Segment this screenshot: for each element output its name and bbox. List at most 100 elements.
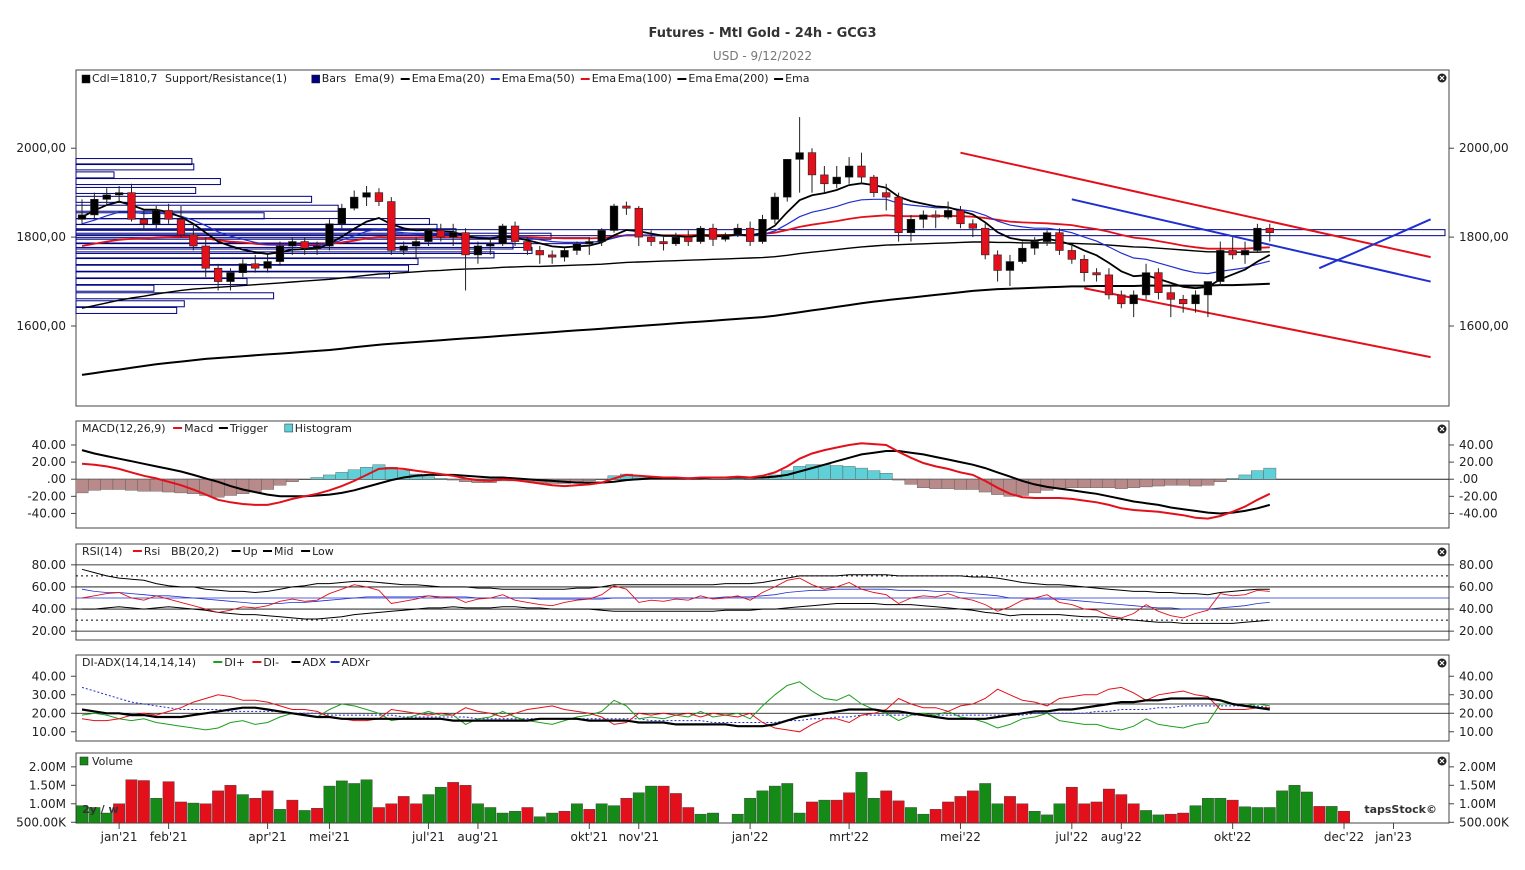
candle[interactable]	[1092, 272, 1101, 276]
candle[interactable]	[931, 214, 940, 218]
candle[interactable]	[102, 194, 111, 200]
candle[interactable]	[869, 176, 878, 193]
candle[interactable]	[956, 210, 965, 225]
candle[interactable]	[659, 241, 668, 245]
candle[interactable]	[882, 192, 891, 198]
candle[interactable]	[424, 230, 433, 242]
candle[interactable]	[807, 152, 817, 176]
candle[interactable]	[894, 196, 903, 233]
candle[interactable]	[399, 245, 408, 251]
candle[interactable]	[1265, 227, 1274, 233]
candle[interactable]	[844, 165, 854, 178]
candle[interactable]	[1104, 274, 1114, 296]
candle[interactable]	[189, 234, 198, 247]
candle[interactable]	[251, 263, 260, 269]
candle[interactable]	[523, 241, 532, 251]
candle[interactable]	[77, 214, 87, 220]
candle[interactable]	[263, 261, 272, 269]
candle[interactable]	[572, 243, 582, 251]
candle[interactable]	[758, 219, 767, 242]
candle[interactable]	[1216, 250, 1225, 282]
macd-panel[interactable]: 40.00 40.00 20.00 20.00 .00 .00 -20.00 -20.00 -4…	[27, 422, 1497, 520]
candle[interactable]	[1141, 272, 1151, 296]
candle[interactable]	[745, 227, 755, 242]
candle[interactable]	[634, 207, 643, 238]
candle[interactable]	[498, 225, 507, 245]
candle[interactable]	[820, 174, 829, 185]
candle[interactable]	[226, 272, 235, 282]
candle[interactable]	[176, 219, 186, 236]
candle[interactable]	[325, 223, 334, 247]
candle[interactable]	[1067, 250, 1076, 260]
candle[interactable]	[238, 263, 247, 273]
candle[interactable]	[139, 219, 148, 225]
candle[interactable]	[152, 210, 161, 225]
candle[interactable]	[473, 245, 483, 256]
candle[interactable]	[733, 227, 742, 236]
candle[interactable]	[164, 210, 173, 220]
candle[interactable]	[770, 196, 780, 220]
candle[interactable]	[609, 205, 619, 231]
candle[interactable]	[622, 205, 631, 209]
candle[interactable]	[684, 236, 693, 242]
candle[interactable]	[1129, 294, 1138, 305]
candle[interactable]	[387, 201, 396, 251]
price-panel[interactable]: 2000,00 2000,00 1800,00 1800,00 1600,00 1600,…	[16, 72, 1509, 376]
candle[interactable]	[981, 227, 990, 256]
candle[interactable]	[411, 241, 421, 247]
candle[interactable]	[1253, 227, 1262, 251]
candle[interactable]	[560, 250, 569, 258]
candle[interactable]	[114, 192, 124, 196]
candle[interactable]	[449, 232, 458, 238]
candle[interactable]	[362, 192, 371, 198]
candle[interactable]	[597, 230, 606, 242]
candle[interactable]	[1018, 247, 1027, 262]
candle[interactable]	[832, 176, 841, 185]
candle[interactable]	[510, 225, 520, 242]
candle[interactable]	[486, 243, 495, 247]
candle[interactable]	[461, 232, 470, 256]
candle[interactable]	[906, 219, 916, 233]
volume-panel[interactable]: 2.00M 2.00M 1.50M 1.50M 1.00M 1.00M 500.00K 500…	[16, 755, 1510, 829]
candle[interactable]	[1154, 272, 1163, 293]
rsi-panel[interactable]: 80.00 80.00 60.00 60.00 40.00 40.00 20.00 20.00…	[32, 545, 1494, 638]
candle[interactable]	[857, 165, 866, 178]
candle[interactable]	[1179, 299, 1188, 305]
candle[interactable]	[1191, 294, 1200, 305]
candle[interactable]	[548, 254, 557, 258]
candle[interactable]	[968, 223, 977, 229]
candle[interactable]	[783, 159, 792, 198]
candle[interactable]	[1117, 294, 1126, 305]
candle[interactable]	[696, 227, 705, 242]
candle[interactable]	[90, 199, 99, 216]
candle[interactable]	[1005, 261, 1015, 271]
candle[interactable]	[535, 250, 544, 256]
candle[interactable]	[671, 236, 681, 245]
candle[interactable]	[312, 245, 322, 249]
candle[interactable]	[436, 230, 445, 238]
candle[interactable]	[1240, 250, 1250, 256]
candle[interactable]	[585, 241, 594, 245]
candle[interactable]	[300, 241, 309, 249]
candle[interactable]	[337, 207, 346, 225]
candle[interactable]	[1228, 250, 1237, 256]
candle[interactable]	[350, 196, 359, 209]
candle[interactable]	[919, 214, 928, 220]
candle[interactable]	[721, 234, 730, 240]
candle[interactable]	[647, 236, 656, 242]
candle[interactable]	[1203, 281, 1213, 296]
candle[interactable]	[201, 245, 210, 269]
candle[interactable]	[127, 192, 136, 220]
candle[interactable]	[1030, 241, 1039, 249]
candle[interactable]	[795, 152, 804, 160]
dmi-panel[interactable]: 40.00 40.00 30.00 30.00 20.00 20.00 10.00 10.00…	[32, 656, 1494, 739]
candle[interactable]	[993, 254, 1002, 271]
candle[interactable]	[275, 245, 285, 262]
candle[interactable]	[708, 227, 718, 240]
candle[interactable]	[288, 241, 297, 247]
candle[interactable]	[943, 210, 953, 218]
candle[interactable]	[213, 267, 223, 282]
candle[interactable]	[374, 192, 384, 202]
candle[interactable]	[1080, 259, 1089, 273]
